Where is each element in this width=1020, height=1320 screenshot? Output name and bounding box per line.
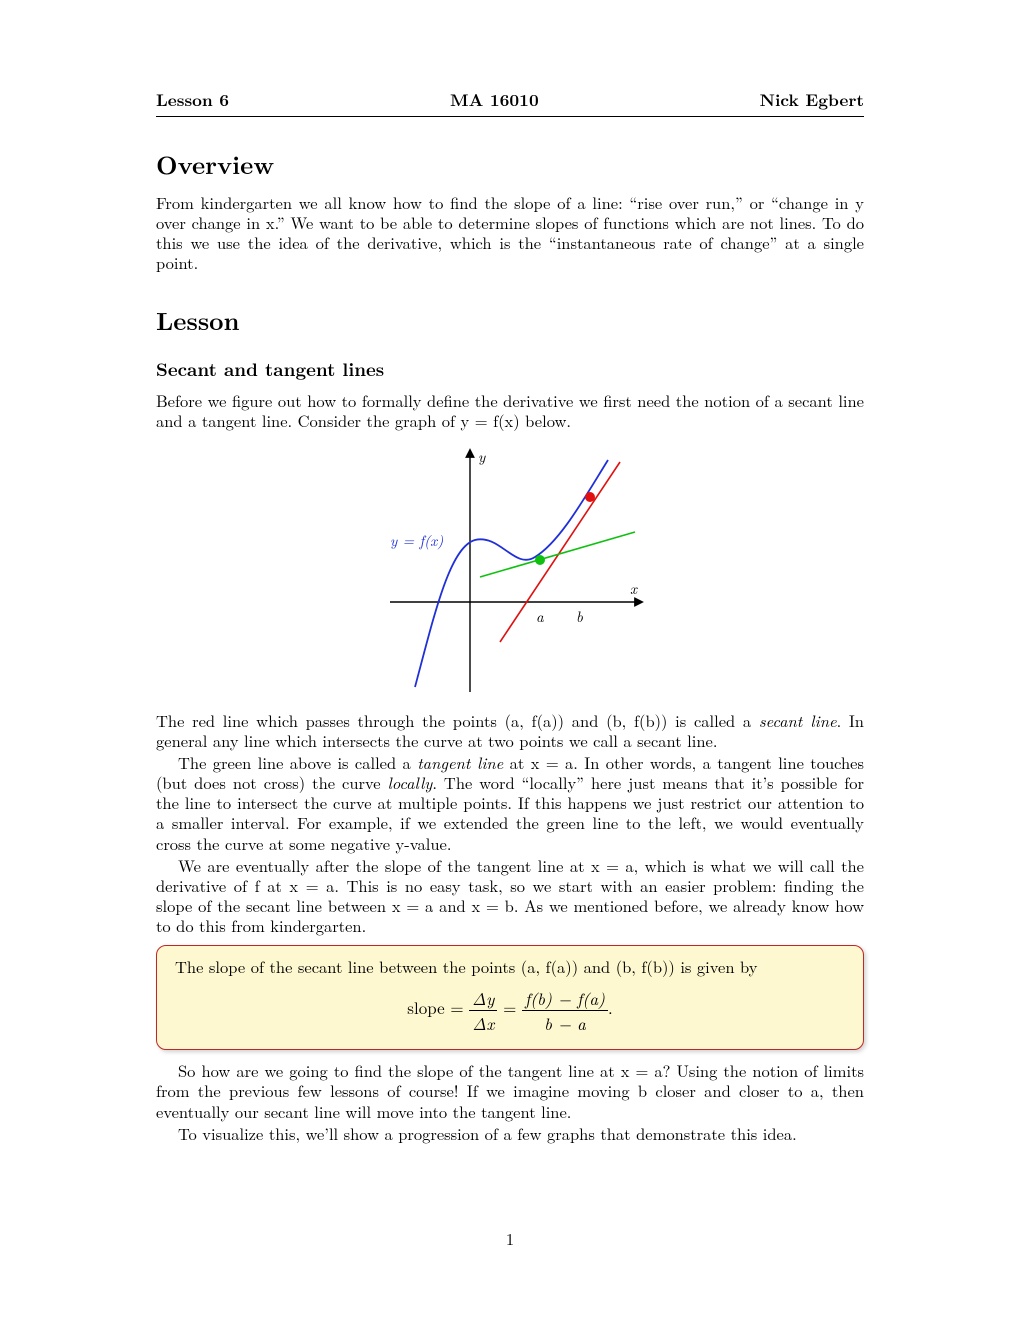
function-curve — [415, 460, 608, 687]
header-center: MA 16010 — [450, 88, 539, 112]
y-axis-label: y — [478, 446, 486, 467]
secant-tangent-graph: y x y = f(x) a b — [360, 442, 660, 702]
lesson-subtitle: Secant and tangent lines — [156, 356, 864, 382]
page-number: 1 — [0, 1226, 1020, 1250]
lesson-para2: The red line which passes through the po… — [156, 710, 864, 750]
lesson-para1: Before we figure out how to formally def… — [156, 390, 864, 430]
graph-figure: y x y = f(x) a b — [156, 442, 864, 702]
point-a — [535, 555, 545, 565]
overview-para: From kindergarten we all know how to fin… — [156, 192, 864, 273]
slope-formula: slope = Δy Δx = f(b) − f(a) b − a . — [175, 986, 845, 1035]
lesson-para3: The green line above is called a tangent… — [156, 752, 864, 853]
lesson-para6: To visualize this, we’ll show a progress… — [156, 1123, 864, 1143]
overview-title: Overview — [156, 147, 864, 182]
secant-line — [500, 462, 620, 642]
page-header: Lesson 6 MA 16010 Nick Egbert — [156, 88, 864, 117]
formula-box: The slope of the secant line between the… — [156, 945, 864, 1050]
point-b — [585, 492, 595, 502]
lesson-title: Lesson — [156, 303, 864, 338]
x-axis-label: x — [630, 578, 638, 599]
b-tick-label: b — [576, 606, 583, 627]
a-tick-label: a — [536, 606, 544, 627]
page-root: Lesson 6 MA 16010 Nick Egbert Overview F… — [0, 0, 1020, 1320]
tangent-line — [480, 532, 635, 577]
formula-intro: The slope of the secant line between the… — [175, 956, 845, 976]
lesson-para4: We are eventually after the slope of the… — [156, 855, 864, 936]
function-label: y = f(x) — [390, 530, 443, 551]
lesson-para5: So how are we going to find the slope of… — [156, 1060, 864, 1120]
header-right: Nick Egbert — [760, 88, 864, 112]
header-left: Lesson 6 — [156, 88, 229, 112]
